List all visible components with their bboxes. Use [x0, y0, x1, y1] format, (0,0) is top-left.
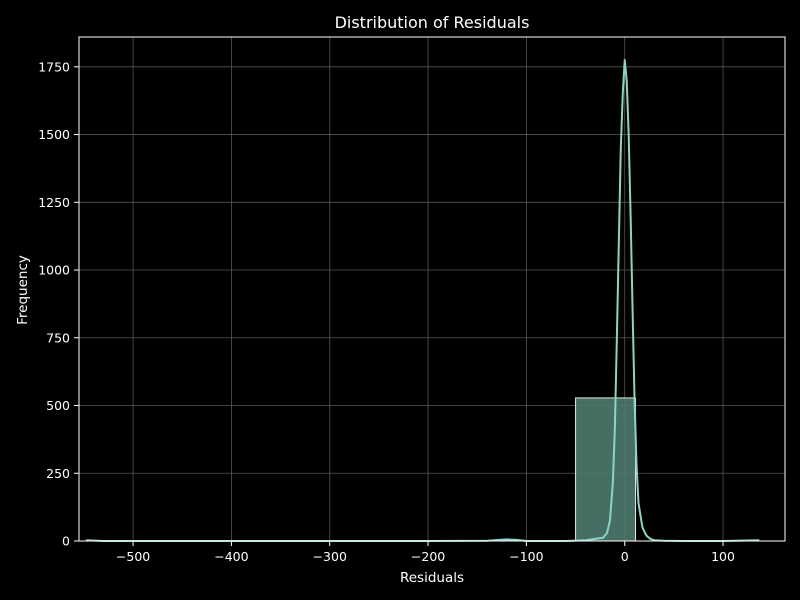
- x-tick-label: −400: [214, 549, 248, 564]
- x-tick-label: −100: [509, 549, 543, 564]
- x-tick-label: 100: [711, 549, 735, 564]
- kde-line: [85, 59, 760, 542]
- histogram-bar: [575, 397, 637, 542]
- chart-title: Distribution of Residuals: [335, 13, 530, 32]
- y-tick-label: 1250: [38, 195, 70, 210]
- axes-spines: [78, 36, 786, 542]
- x-tick-label: −200: [411, 549, 445, 564]
- x-tick-label: −500: [116, 549, 150, 564]
- axes-frame: [78, 36, 786, 542]
- y-tick-label: 1500: [38, 127, 70, 142]
- y-tick-label: 1000: [38, 263, 70, 278]
- y-tick-label: 1750: [38, 59, 70, 74]
- x-tick-label: −300: [313, 549, 347, 564]
- x-axis-ticks: −500 −400 −300 −200 −100 0 100: [116, 541, 735, 564]
- kde-layer: [85, 59, 760, 542]
- histogram-bars: [575, 397, 637, 542]
- x-tick-label: 0: [621, 549, 629, 564]
- y-axis-label: Frequency: [15, 255, 31, 325]
- y-tick-label: 250: [46, 466, 70, 481]
- y-tick-label: 500: [46, 398, 70, 413]
- y-tick-label: 750: [46, 330, 70, 345]
- grid-lines: [79, 37, 785, 542]
- y-tick-label: 0: [62, 534, 70, 549]
- y-axis-ticks: 0 250 500 750 1000 1250 1500 1750: [38, 59, 79, 549]
- x-axis-label: Residuals: [400, 570, 464, 586]
